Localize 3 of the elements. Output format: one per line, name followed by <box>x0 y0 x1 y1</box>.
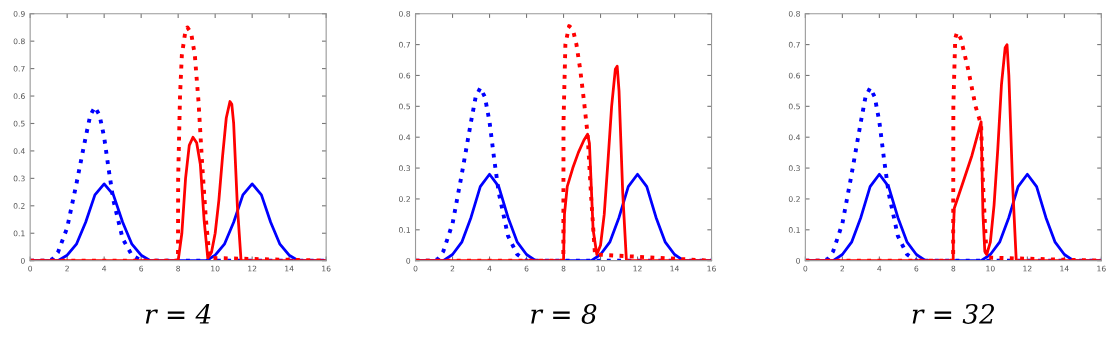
x-axis-title: r = 4 <box>145 303 211 324</box>
x-axis-title: r = 32 <box>912 303 995 324</box>
x-axis-title: r = 8 <box>531 303 597 324</box>
